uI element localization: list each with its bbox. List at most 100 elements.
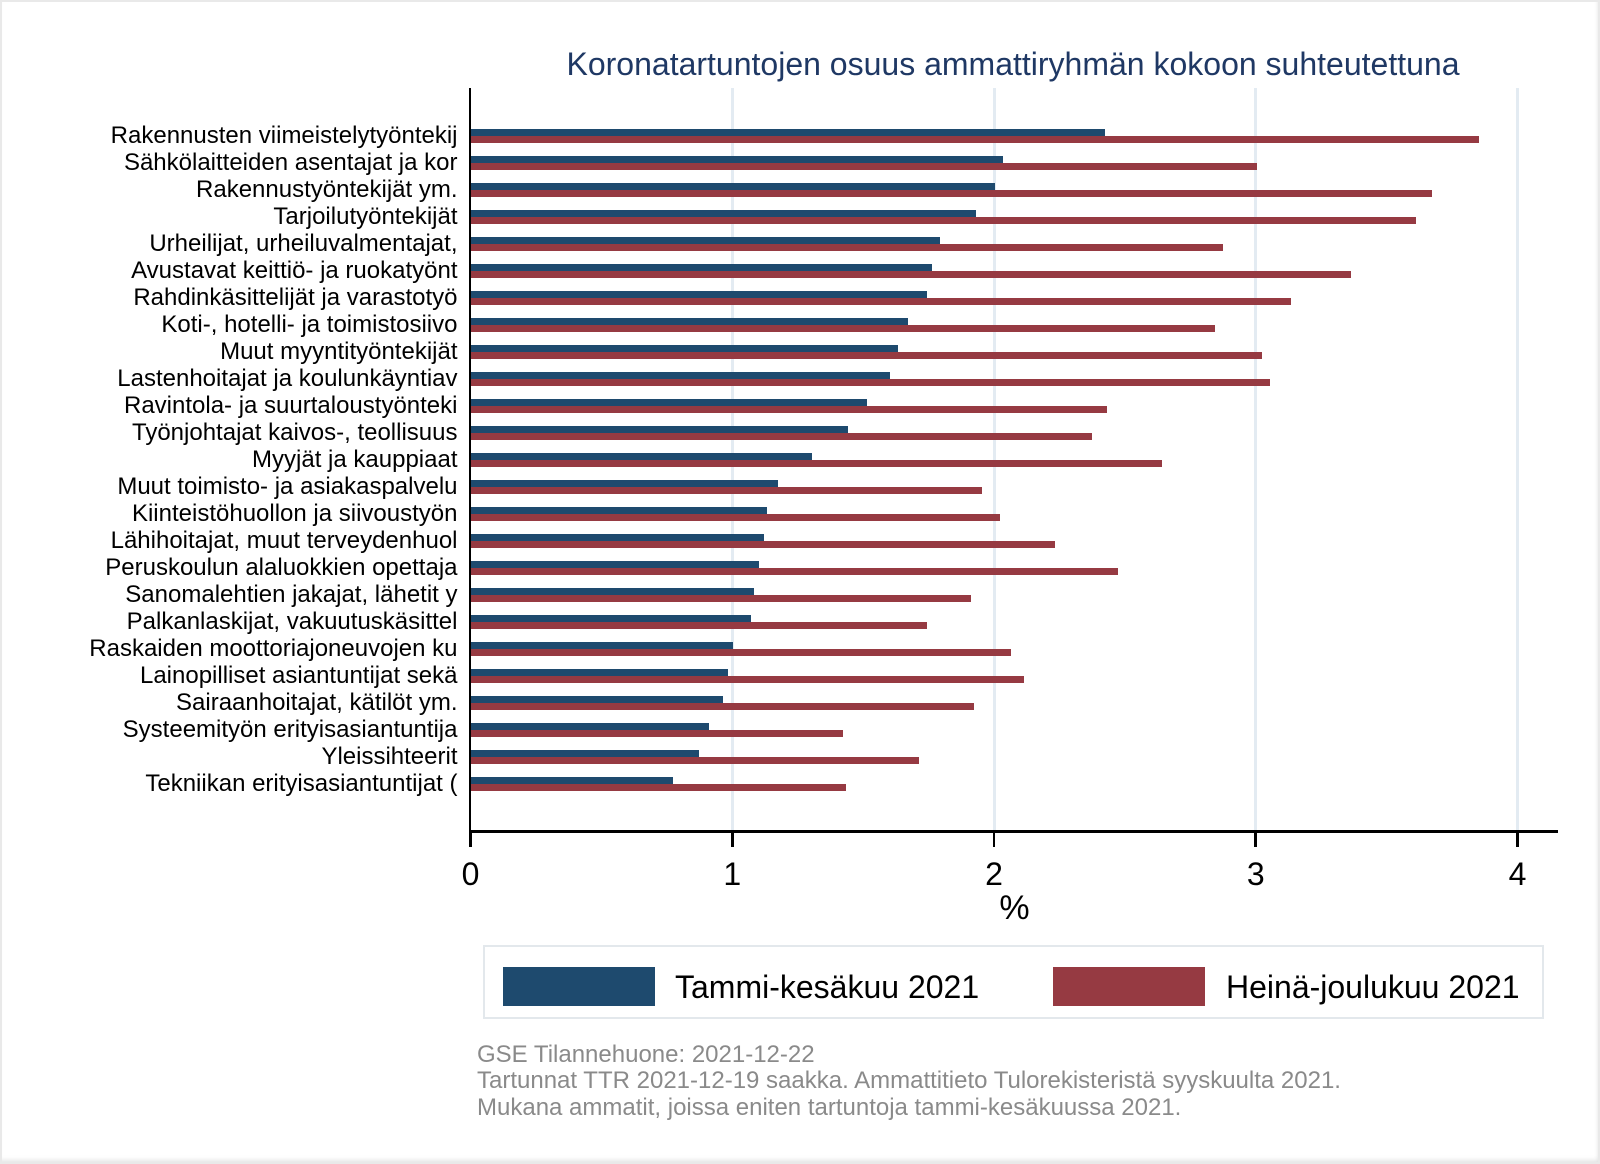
bar-series1-row20 (471, 642, 734, 650)
bar-series1-row19 (471, 615, 752, 623)
bar-series2-row21 (471, 676, 1024, 683)
bar-series2-row15 (471, 514, 1001, 521)
bar-series2-row23 (471, 730, 843, 737)
category-label-row3: Rakennustyöntekijät ym. (196, 176, 458, 204)
bar-series2-row18 (471, 595, 972, 602)
note-line-3: Mukana ammatit, joissa eniten tartuntoja… (477, 1093, 1182, 1121)
bar-series2-row8 (471, 325, 1215, 332)
bar-series1-row25 (471, 777, 673, 785)
bar-series2-row17 (471, 568, 1118, 575)
bar-series1-row9 (471, 345, 898, 353)
category-label-row19: Palkanlaskijat, vakuutuskäsittel (126, 608, 458, 636)
bar-series2-row3 (471, 190, 1432, 197)
x-tick-3 (1254, 833, 1258, 848)
bar-series2-row5 (471, 244, 1223, 251)
source-notes: GSE Tilannehuone: 2021-12-22 Tartunnat T… (477, 1041, 1341, 1121)
category-label-row6: Avustavat keittiö- ja ruokatyönt (131, 257, 458, 285)
bar-series2-row1 (471, 136, 1480, 143)
x-tick-4 (1516, 833, 1519, 848)
bar-series2-row12 (471, 433, 1092, 440)
category-label-row14: Muut toimisto- ja asiakaspalvelu (117, 473, 458, 501)
legend-swatch-series2 (1053, 966, 1205, 1006)
bar-series1-row17 (471, 561, 760, 569)
category-label-row1: Rakennusten viimeistelytyöntekij (110, 122, 458, 150)
bar-series1-row12 (471, 426, 849, 434)
category-label-row4: Tarjoilutyöntekijät (273, 203, 458, 231)
category-label-row22: Sairaanhoitajat, kätilöt ym. (176, 689, 458, 717)
gridline-2 (992, 88, 996, 831)
x-tick-label-4: 4 (1508, 856, 1527, 892)
x-axis-line (468, 830, 1559, 834)
x-tick-1 (730, 833, 734, 848)
category-label-row25: Tekniikan erityisasiantuntijat ( (145, 770, 458, 798)
bar-series1-row23 (471, 723, 710, 731)
bar-series1-row7 (471, 291, 927, 299)
x-tick-label-1: 1 (723, 856, 742, 892)
category-label-row7: Rahdinkäsittelijät ja varastotyö (133, 284, 458, 312)
bar-series1-row24 (471, 750, 700, 758)
category-label-row8: Koti-, hotelli- ja toimistosiivo (161, 311, 458, 339)
bar-series2-row4 (471, 217, 1417, 224)
bar-series2-row11 (471, 406, 1108, 413)
bar-series2-row16 (471, 541, 1055, 548)
x-tick-2 (992, 833, 996, 848)
bar-series2-row13 (471, 460, 1163, 467)
category-label-row23: Systeemityön erityisasiantuntija (122, 716, 458, 744)
bar-series1-row4 (471, 210, 977, 218)
category-label-row11: Ravintola- ja suurtaloustyönteki (123, 392, 458, 420)
category-label-row21: Lainopilliset asiantuntijat sekä (139, 662, 458, 690)
bar-series2-row14 (471, 487, 982, 494)
category-label-row12: Työnjohtajat kaivos-, teollisuus (132, 419, 458, 447)
gridline-3 (1254, 88, 1258, 831)
bar-series1-row3 (471, 183, 995, 191)
category-label-row9: Muut myyntityöntekijät (220, 338, 458, 366)
bar-series1-row5 (471, 237, 940, 245)
bar-series1-row14 (471, 480, 778, 488)
legend-label-series1: Tammi-kesäkuu 2021 (675, 968, 980, 1005)
bar-series1-row1 (471, 129, 1105, 137)
bar-series1-row22 (471, 696, 723, 704)
bar-series1-row18 (471, 588, 754, 596)
note-line-1: GSE Tilannehuone: 2021-12-22 (477, 1041, 815, 1068)
bar-series1-row10 (471, 372, 891, 380)
category-label-row5: Urheilijat, urheiluvalmentajat, (149, 230, 458, 258)
bar-series1-row6 (471, 264, 932, 272)
category-label-row18: Sanomalehtien jakajat, lähetit y (125, 581, 458, 609)
note-line-2: Tartunnat TTR 2021-12-19 saakka. Ammatti… (477, 1067, 1341, 1095)
bar-series1-row8 (471, 318, 909, 326)
bar-series1-row11 (471, 399, 867, 407)
bar-series2-row20 (471, 649, 1011, 656)
bar-series2-row6 (471, 271, 1351, 278)
x-tick-0 (469, 833, 472, 848)
bar-series2-row10 (471, 379, 1270, 386)
bar-series2-row7 (471, 298, 1291, 305)
category-label-row20: Raskaiden moottoriajoneuvojen ku (89, 635, 458, 663)
bar-series1-row21 (471, 669, 728, 677)
bar-series2-row2 (471, 163, 1257, 170)
chart-title: Koronatartuntojen osuus ammattiryhmän ko… (566, 45, 1460, 82)
bar-series2-row24 (471, 757, 919, 764)
bar-series1-row15 (471, 507, 768, 515)
x-tick-label-3: 3 (1246, 856, 1265, 892)
category-label-row24: Yleissihteerit (321, 743, 458, 771)
bar-series2-row22 (471, 703, 974, 710)
legend: Tammi-kesäkuu 2021 Heinä-joulukuu 2021 (483, 945, 1544, 1019)
bar-series2-row19 (471, 622, 927, 629)
x-tick-label-2: 2 (985, 856, 1003, 892)
legend-label-series2: Heinä-joulukuu 2021 (1226, 968, 1520, 1005)
category-label-row13: Myyjät ja kauppiaat (252, 446, 458, 474)
bar-series2-row9 (471, 352, 1262, 359)
bar-series1-row13 (471, 453, 812, 461)
legend-swatch-series1 (503, 966, 655, 1006)
category-label-row16: Lähihoitajat, muut terveydenhuol (110, 527, 458, 555)
gridline-4 (1516, 88, 1519, 831)
bar-series1-row2 (471, 156, 1003, 164)
bar-series1-row16 (471, 534, 765, 542)
bar-series2-row25 (471, 784, 846, 791)
category-label-row15: Kiinteistöhuollon ja siivoustyön (131, 500, 458, 528)
category-label-row10: Lastenhoitajat ja koulunkäyntiav (117, 365, 458, 393)
y-axis-line (468, 88, 472, 834)
x-axis-title: % (999, 889, 1030, 927)
category-label-row2: Sähkölaitteiden asentajat ja kor (123, 149, 458, 177)
